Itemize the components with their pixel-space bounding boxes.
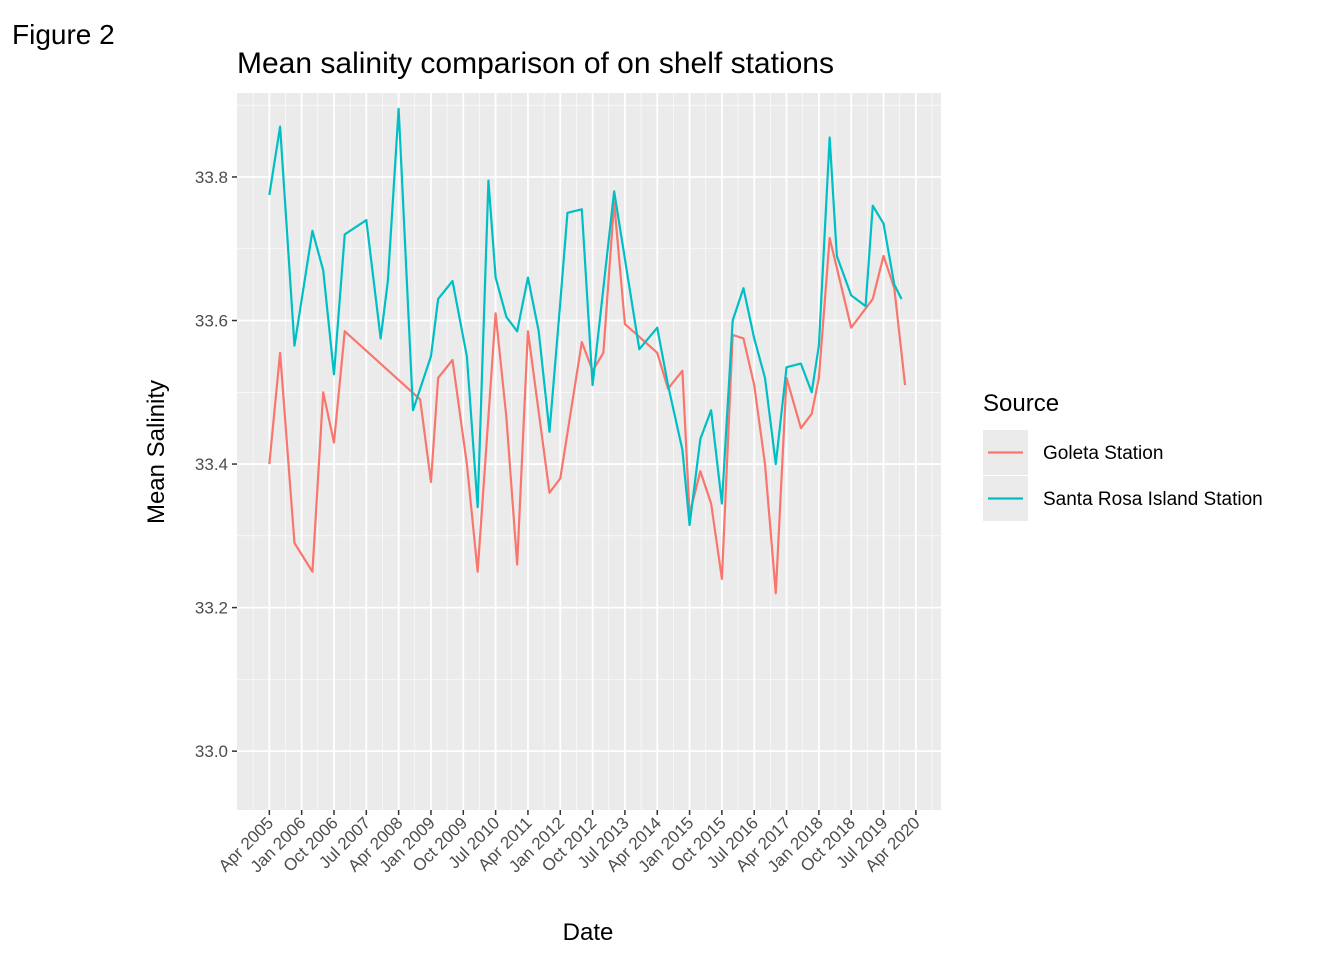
y-tick-label: 33.2 <box>195 599 228 618</box>
legend-title: Source <box>983 390 1059 417</box>
figure-tag: Figure 2 <box>12 19 115 50</box>
chart-title: Mean salinity comparison of on shelf sta… <box>237 47 834 80</box>
panel <box>237 93 941 810</box>
legend-label: Goleta Station <box>1043 443 1163 464</box>
plot-lines <box>268 107 907 595</box>
y-tick-label: 33.8 <box>195 168 228 187</box>
legend: Goleta Station Santa Rosa Island Station <box>983 430 1263 521</box>
series-line <box>268 200 907 595</box>
legend-label: Santa Rosa Island Station <box>1043 489 1263 510</box>
series-line <box>268 107 903 527</box>
y-axis-title: Mean Salinity <box>143 380 170 524</box>
y-tick-label: 33.6 <box>195 312 228 331</box>
y-tick-label: 33.0 <box>195 742 228 761</box>
x-axis-title: Date <box>563 919 614 946</box>
grid <box>237 93 941 810</box>
y-tick-label: 33.4 <box>195 455 228 474</box>
